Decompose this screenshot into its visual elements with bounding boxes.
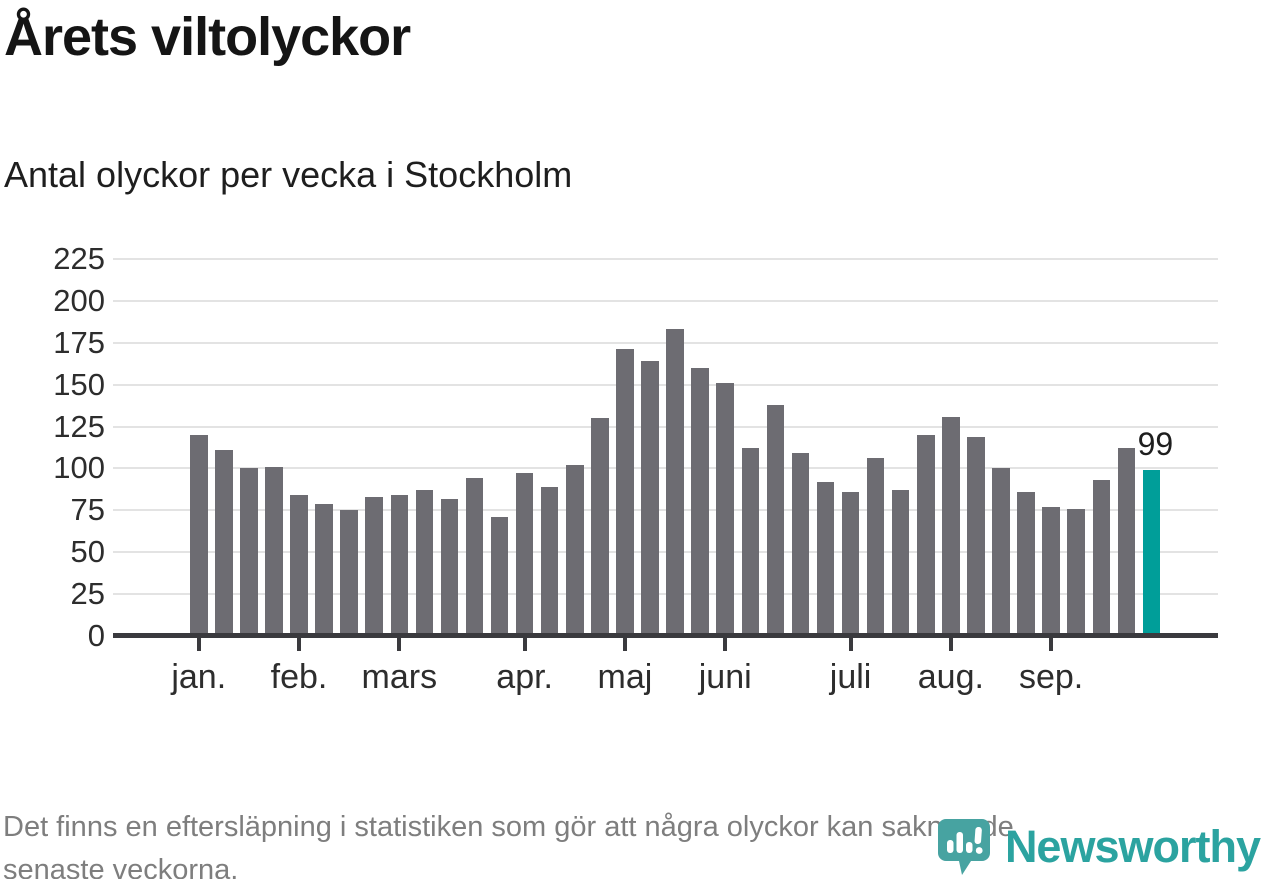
bar — [240, 468, 258, 636]
x-axis-tick — [522, 638, 527, 651]
y-axis-label: 25 — [70, 576, 105, 612]
bar — [766, 404, 785, 636]
x-axis-tick — [622, 638, 627, 651]
x-axis-line — [113, 633, 1218, 638]
bar — [891, 490, 910, 636]
bar-chart-speech-bubble-icon — [937, 819, 990, 875]
bar — [741, 448, 760, 636]
bar — [1092, 480, 1111, 636]
x-axis-tick — [1049, 638, 1054, 651]
bar — [440, 498, 459, 636]
x-axis-tick — [196, 638, 201, 651]
y-axis-label: 100 — [53, 450, 105, 486]
newsworthy-wordmark: Newsworthy — [1004, 821, 1261, 872]
bar — [1042, 506, 1060, 636]
bar — [967, 436, 985, 636]
gridline — [113, 425, 1218, 428]
bar — [190, 434, 208, 636]
highlighted-bar — [1142, 470, 1161, 636]
bar — [666, 329, 684, 636]
gridline — [113, 383, 1218, 386]
x-axis-month-label: apr. — [496, 658, 554, 696]
x-axis-month-label: juni — [698, 658, 752, 696]
x-axis-month-label: maj — [597, 658, 653, 696]
x-axis-month-label: mars — [361, 658, 438, 696]
x-axis-month-label: jan. — [171, 658, 227, 696]
bar — [265, 466, 283, 636]
bar — [340, 510, 358, 636]
footnote-line1: Det finns en eftersläpning i statistiken… — [3, 811, 1014, 843]
bar — [866, 458, 885, 636]
bar — [1017, 491, 1035, 636]
bar — [917, 434, 935, 636]
footnote: Det finns en eftersläpning i statistiken… — [3, 806, 1253, 879]
bar — [816, 481, 835, 636]
page-title: Årets viltolyckor — [4, 7, 411, 67]
gridline — [113, 593, 1218, 596]
x-axis-tick — [948, 638, 953, 651]
gridline — [113, 467, 1218, 470]
x-axis-month-label: aug. — [917, 658, 984, 696]
bar — [641, 361, 659, 636]
bar — [290, 495, 308, 636]
bar — [540, 486, 559, 636]
y-axis-label: 150 — [53, 366, 105, 402]
bar — [616, 349, 634, 636]
bar — [1067, 508, 1085, 636]
bar — [465, 478, 484, 636]
bar-value-label: 99 — [1137, 426, 1174, 463]
gridline — [113, 299, 1218, 302]
bar — [791, 453, 810, 636]
newsworthy-logo: Newsworthy — [935, 817, 1261, 877]
bar — [566, 465, 584, 636]
bar — [415, 490, 434, 636]
footnote-line2: senaste veckorna. — [3, 853, 239, 879]
x-axis-month-label: feb. — [270, 658, 328, 696]
x-axis-tick — [297, 638, 302, 651]
y-axis-label: 175 — [53, 324, 105, 360]
y-axis-label: 75 — [70, 492, 105, 528]
bar — [691, 367, 709, 636]
bar — [315, 503, 333, 636]
y-axis-label: 200 — [53, 282, 105, 318]
x-axis-tick — [723, 638, 728, 651]
bar — [591, 418, 609, 636]
gridline — [113, 509, 1218, 512]
chart-subtitle: Antal olyckor per vecka i Stockholm — [4, 154, 573, 195]
bar — [490, 517, 509, 636]
bar — [515, 473, 534, 636]
x-axis-month-label: sep. — [1018, 658, 1084, 696]
y-axis-label: 225 — [53, 241, 105, 276]
y-axis-label: 50 — [70, 534, 105, 570]
bar — [365, 496, 383, 636]
x-axis-tick — [848, 638, 853, 651]
bar — [390, 495, 409, 636]
x-axis-tick — [397, 638, 402, 651]
y-axis-label: 125 — [53, 408, 105, 444]
gridline — [113, 341, 1218, 344]
bar — [215, 450, 233, 636]
bar — [716, 382, 734, 636]
gridline — [113, 551, 1218, 554]
bar — [841, 491, 860, 636]
bar — [1117, 448, 1136, 636]
x-axis-month-label: juli — [829, 658, 872, 696]
bar — [992, 468, 1010, 636]
y-axis-label: 0 — [87, 618, 105, 653]
gridline — [113, 258, 1218, 260]
bar — [942, 416, 960, 636]
